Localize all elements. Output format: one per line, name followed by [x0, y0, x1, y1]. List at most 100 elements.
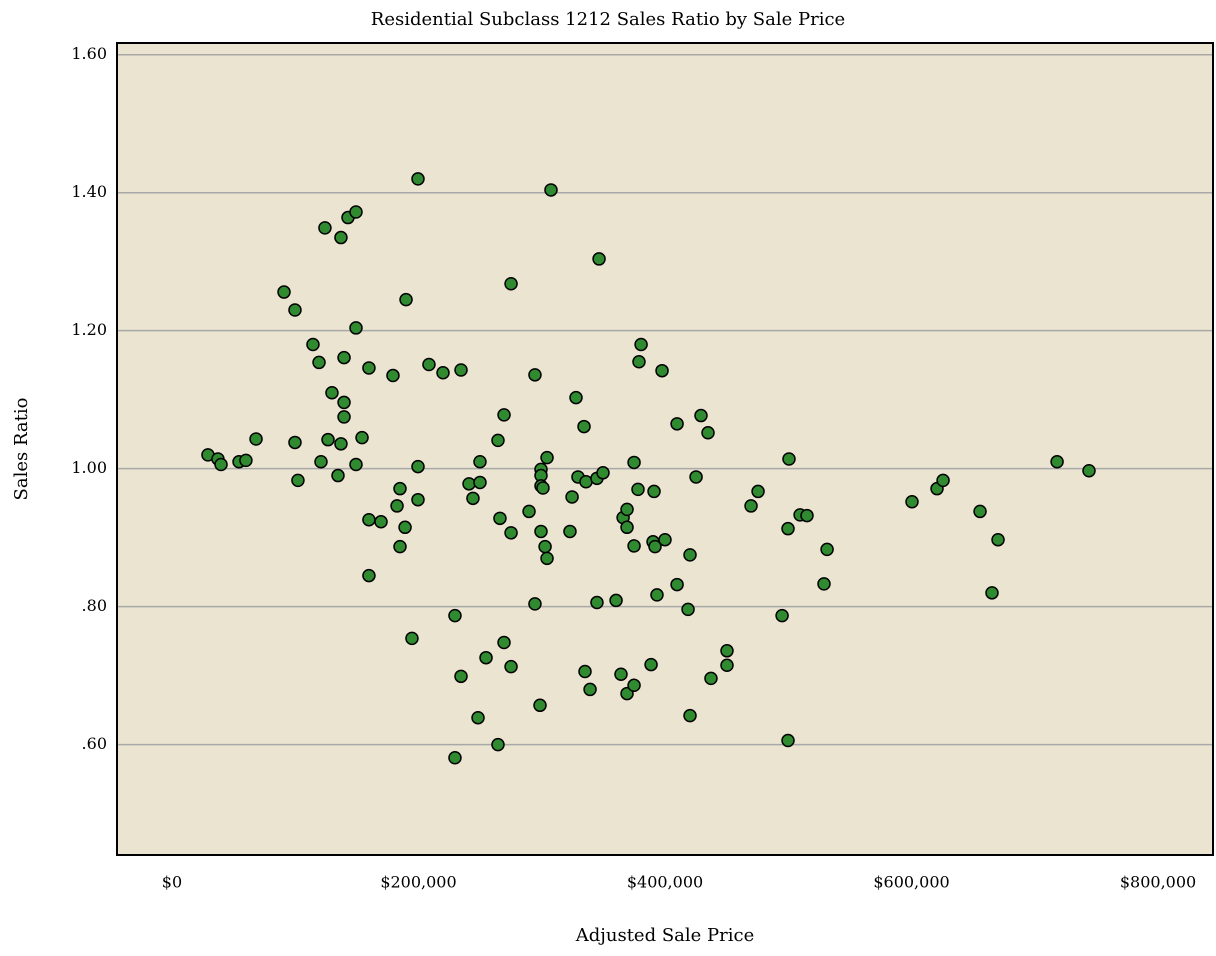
point — [670, 417, 684, 431]
point — [239, 453, 253, 468]
point — [249, 432, 263, 446]
y-axis-label: Sales Ratio — [11, 398, 32, 501]
point — [390, 499, 404, 513]
point — [538, 539, 552, 554]
point — [627, 539, 641, 553]
point — [448, 750, 462, 765]
point — [647, 484, 661, 499]
point — [631, 482, 645, 497]
point — [393, 481, 407, 496]
plot-border — [116, 42, 1214, 856]
point — [504, 659, 518, 674]
point — [681, 602, 695, 617]
point — [491, 433, 505, 448]
y-tick-label: 1.20 — [71, 320, 107, 339]
point — [694, 408, 708, 423]
y-tick-label: 1.00 — [71, 458, 107, 477]
point — [1082, 463, 1096, 478]
point — [614, 667, 628, 681]
point — [650, 588, 664, 602]
chart-title: Residential Subclass 1212 Sales Ratio by… — [371, 9, 845, 30]
point — [683, 548, 697, 562]
point — [312, 355, 326, 370]
point — [288, 435, 302, 450]
point — [337, 350, 351, 365]
point — [644, 657, 658, 672]
point — [462, 477, 476, 491]
x-tick-label: $400,000 — [627, 873, 703, 892]
point — [454, 363, 468, 377]
point — [701, 426, 715, 440]
y-tick-label: 1.60 — [71, 44, 107, 63]
point — [540, 450, 554, 465]
point — [1050, 455, 1064, 469]
point — [609, 593, 623, 608]
point — [454, 669, 468, 684]
point — [448, 608, 462, 623]
point — [544, 183, 558, 197]
point — [337, 410, 351, 424]
point — [820, 542, 834, 557]
point — [592, 252, 606, 266]
point — [337, 395, 351, 410]
point — [306, 337, 320, 352]
point — [331, 468, 345, 483]
point — [620, 520, 634, 535]
x-tick-label: $0 — [162, 873, 182, 892]
point — [493, 511, 507, 526]
point — [781, 521, 795, 536]
point — [355, 430, 369, 445]
point — [398, 520, 412, 535]
y-tick-label: .80 — [82, 596, 107, 615]
point — [528, 368, 542, 382]
point — [627, 678, 641, 693]
point — [590, 595, 604, 610]
point — [670, 577, 684, 592]
point — [720, 658, 734, 673]
point — [775, 608, 789, 623]
point — [655, 363, 669, 378]
point — [720, 644, 734, 658]
point — [473, 475, 487, 490]
point — [504, 277, 518, 291]
point — [321, 432, 335, 447]
point — [504, 526, 518, 540]
point — [479, 650, 493, 665]
point — [534, 524, 548, 539]
point — [620, 502, 634, 517]
point — [349, 457, 363, 472]
point — [291, 473, 305, 488]
point — [936, 473, 950, 488]
point — [466, 491, 480, 506]
point — [399, 292, 413, 307]
point — [634, 337, 648, 352]
point — [648, 539, 662, 554]
point — [565, 490, 579, 504]
point — [991, 532, 1005, 547]
point — [411, 492, 425, 507]
point — [536, 481, 550, 495]
point — [405, 631, 419, 646]
point — [683, 708, 697, 723]
point — [751, 484, 765, 499]
point — [334, 230, 348, 245]
point — [349, 205, 363, 219]
point — [318, 221, 332, 235]
x-tick-label: $800,000 — [1120, 873, 1196, 892]
x-axis-label: Adjusted Sale Price — [575, 925, 754, 946]
point — [540, 551, 554, 566]
point — [497, 635, 511, 650]
point — [334, 437, 348, 451]
point — [393, 539, 407, 554]
point — [905, 495, 919, 509]
point — [362, 361, 376, 375]
point — [362, 568, 376, 583]
point — [744, 499, 758, 513]
point — [473, 455, 487, 469]
point — [578, 664, 592, 679]
point — [411, 459, 425, 474]
point — [627, 455, 641, 470]
point — [528, 597, 542, 611]
point — [577, 419, 591, 434]
